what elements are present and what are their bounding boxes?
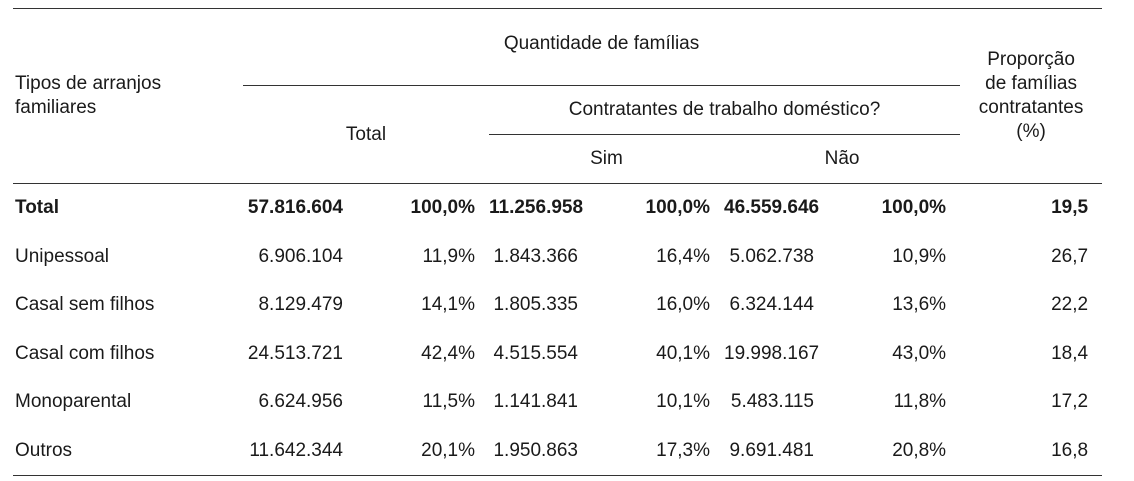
cell-nao-pct: 11,8% (893, 391, 947, 413)
cell-sim: 1.843.366 (493, 245, 578, 267)
table-header: Tipos de arranjos familiares Quantidade … (13, 8, 1103, 184)
total-header-text: Total (345, 123, 387, 145)
cell-total-pct: 100,0% (369, 183, 489, 233)
table-row-unipessoal: Unipessoal 6.906.104 11,9% 1.843.366 16,… (13, 233, 1102, 282)
nao-header: Não (724, 135, 960, 184)
cell-sim-pct: 40,1% (656, 342, 710, 364)
cell-total-pct: 20,1% (369, 426, 489, 476)
row-label-line1: Tipos de arranjos (15, 73, 162, 94)
cell-total: 6.906.104 (258, 245, 343, 267)
prop-line2: de famílias (985, 73, 1077, 94)
table-row-total: Total 57.816.604 100,0% 11.256.958 100,0… (13, 183, 1103, 233)
data-table-container: Tipos de arranjos familiares Quantidade … (13, 8, 1103, 476)
cell-sim-pct: 100,0% (604, 183, 724, 233)
cell-total-pct: 42,4% (421, 342, 475, 364)
cell-nao-pct: 13,6% (892, 294, 947, 316)
table-row-casal-com-filhos: Casal com filhos 24.513.721 42,4% 4.515.… (13, 330, 1102, 379)
row-label: Total (13, 183, 243, 233)
cell-nao: 6.324.144 (729, 294, 814, 316)
family-arrangements-table: Tipos de arranjos familiares Quantidade … (13, 8, 1103, 476)
subgroup-header-employers: Contratantes de trabalho doméstico? (489, 85, 961, 135)
table-row-casal-sem-filhos: Casal sem filhos 8.129.479 14,1% 1.805.3… (13, 281, 1102, 330)
subgroup-header-text: Contratantes de trabalho doméstico? (568, 99, 881, 120)
row-label: Casal sem filhos (15, 294, 155, 316)
cell-sim: 11.256.958 (489, 183, 604, 233)
row-label-line2: familiares (15, 97, 97, 118)
proportion-header: Proporção de famílias contratantes (%) (960, 8, 1103, 184)
group-header-text: Quantidade de famílias (503, 33, 700, 54)
cell-nao-pct: 20,8% (840, 426, 961, 476)
cell-total: 24.513.721 (247, 342, 343, 364)
prop-line4: (%) (1016, 121, 1046, 142)
row-label: Monoparental (15, 391, 132, 413)
cell-sim: 1.805.335 (493, 294, 578, 316)
sim-header: Sim (489, 135, 724, 184)
cell-total: 57.816.604 (243, 183, 369, 233)
cell-sim: 1.141.841 (493, 391, 578, 413)
cell-nao-pct: 100,0% (840, 183, 961, 233)
cell-total: 6.624.956 (258, 391, 343, 413)
cell-nao: 5.062.738 (729, 245, 814, 267)
cell-sim-pct: 16,4% (656, 245, 710, 267)
cell-total: 11.642.344 (243, 426, 369, 476)
row-label: Outros (13, 426, 243, 476)
cell-nao-pct: 43,0% (892, 342, 947, 364)
cell-nao: 5.483.115 (730, 391, 814, 413)
cell-prop: 26,7 (1051, 245, 1089, 267)
table-row-outros: Outros 11.642.344 20,1% 1.950.863 17,3% … (13, 426, 1103, 476)
cell-prop: 19,5 (960, 183, 1103, 233)
cell-nao-pct: 10,9% (892, 245, 947, 267)
cell-total: 8.129.479 (258, 294, 343, 316)
group-header-quantity: Quantidade de famílias (243, 8, 961, 86)
cell-nao: 46.559.646 (724, 183, 840, 233)
cell-prop: 16,8 (960, 426, 1103, 476)
prop-line1: Proporção (987, 49, 1075, 70)
table-row-monoparental: Monoparental 6.624.956 11,5% 1.141.841 1… (13, 378, 1102, 427)
cell-total-pct: 11,9% (422, 245, 475, 267)
cell-sim: 4.515.554 (493, 342, 578, 364)
sim-header-text: Sim (590, 148, 623, 169)
cell-nao: 19.998.167 (724, 342, 820, 364)
total-header: Total (243, 86, 489, 184)
cell-sim-pct: 10,1% (656, 391, 710, 413)
row-label: Unipessoal (15, 245, 109, 267)
prop-line3: contratantes (978, 97, 1084, 118)
cell-sim-pct: 16,0% (656, 294, 710, 316)
cell-prop: 18,4 (1051, 342, 1089, 364)
cell-sim-pct: 17,3% (604, 426, 724, 476)
row-label-header: Tipos de arranjos familiares (13, 8, 243, 184)
table-body: Total 57.816.604 100,0% 11.256.958 100,0… (13, 183, 1103, 476)
cell-prop: 17,2 (1051, 391, 1089, 413)
cell-total-pct: 11,5% (422, 391, 475, 413)
cell-nao: 9.691.481 (724, 426, 840, 476)
cell-sim: 1.950.863 (489, 426, 604, 476)
nao-header-text: Não (824, 148, 860, 169)
cell-total-pct: 14,1% (421, 294, 475, 316)
row-label: Casal com filhos (15, 342, 155, 364)
cell-prop: 22,2 (1051, 294, 1089, 316)
